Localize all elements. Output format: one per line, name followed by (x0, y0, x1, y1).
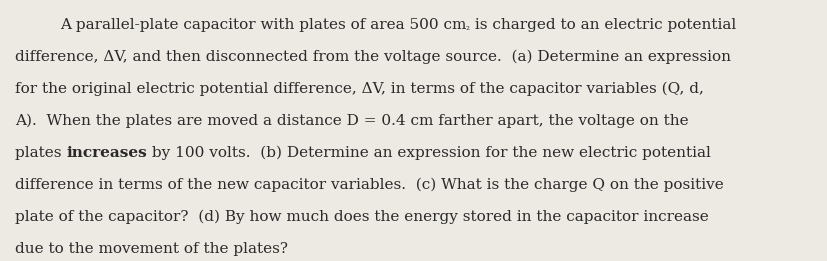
Text: difference, ΔV, and then disconnected from the voltage source.  (a) Determine an: difference, ΔV, and then disconnected fr… (15, 50, 730, 64)
Text: for the original electric potential difference, ΔV, in terms of the capacitor va: for the original electric potential diff… (15, 82, 703, 96)
Text: due to the movement of the plates?: due to the movement of the plates? (15, 242, 288, 256)
Text: ²: ² (466, 26, 470, 35)
Text: by 100 volts.  (b) Determine an expression for the new electric potential: by 100 volts. (b) Determine an expressio… (147, 146, 710, 161)
Text: plate of the capacitor?  (d) By how much does the energy stored in the capacitor: plate of the capacitor? (d) By how much … (15, 210, 708, 224)
Text: is charged to an electric potential: is charged to an electric potential (470, 18, 735, 32)
Text: A).  When the plates are moved a distance D = 0.4 cm farther apart, the voltage : A). When the plates are moved a distance… (15, 114, 688, 128)
Text: difference in terms of the new capacitor variables.  (c) What is the charge Q on: difference in terms of the new capacitor… (15, 178, 723, 192)
Text: A parallel-plate capacitor with plates of area 500 cm: A parallel-plate capacitor with plates o… (60, 18, 466, 32)
Text: increases: increases (66, 146, 147, 160)
Text: plates: plates (15, 146, 66, 160)
